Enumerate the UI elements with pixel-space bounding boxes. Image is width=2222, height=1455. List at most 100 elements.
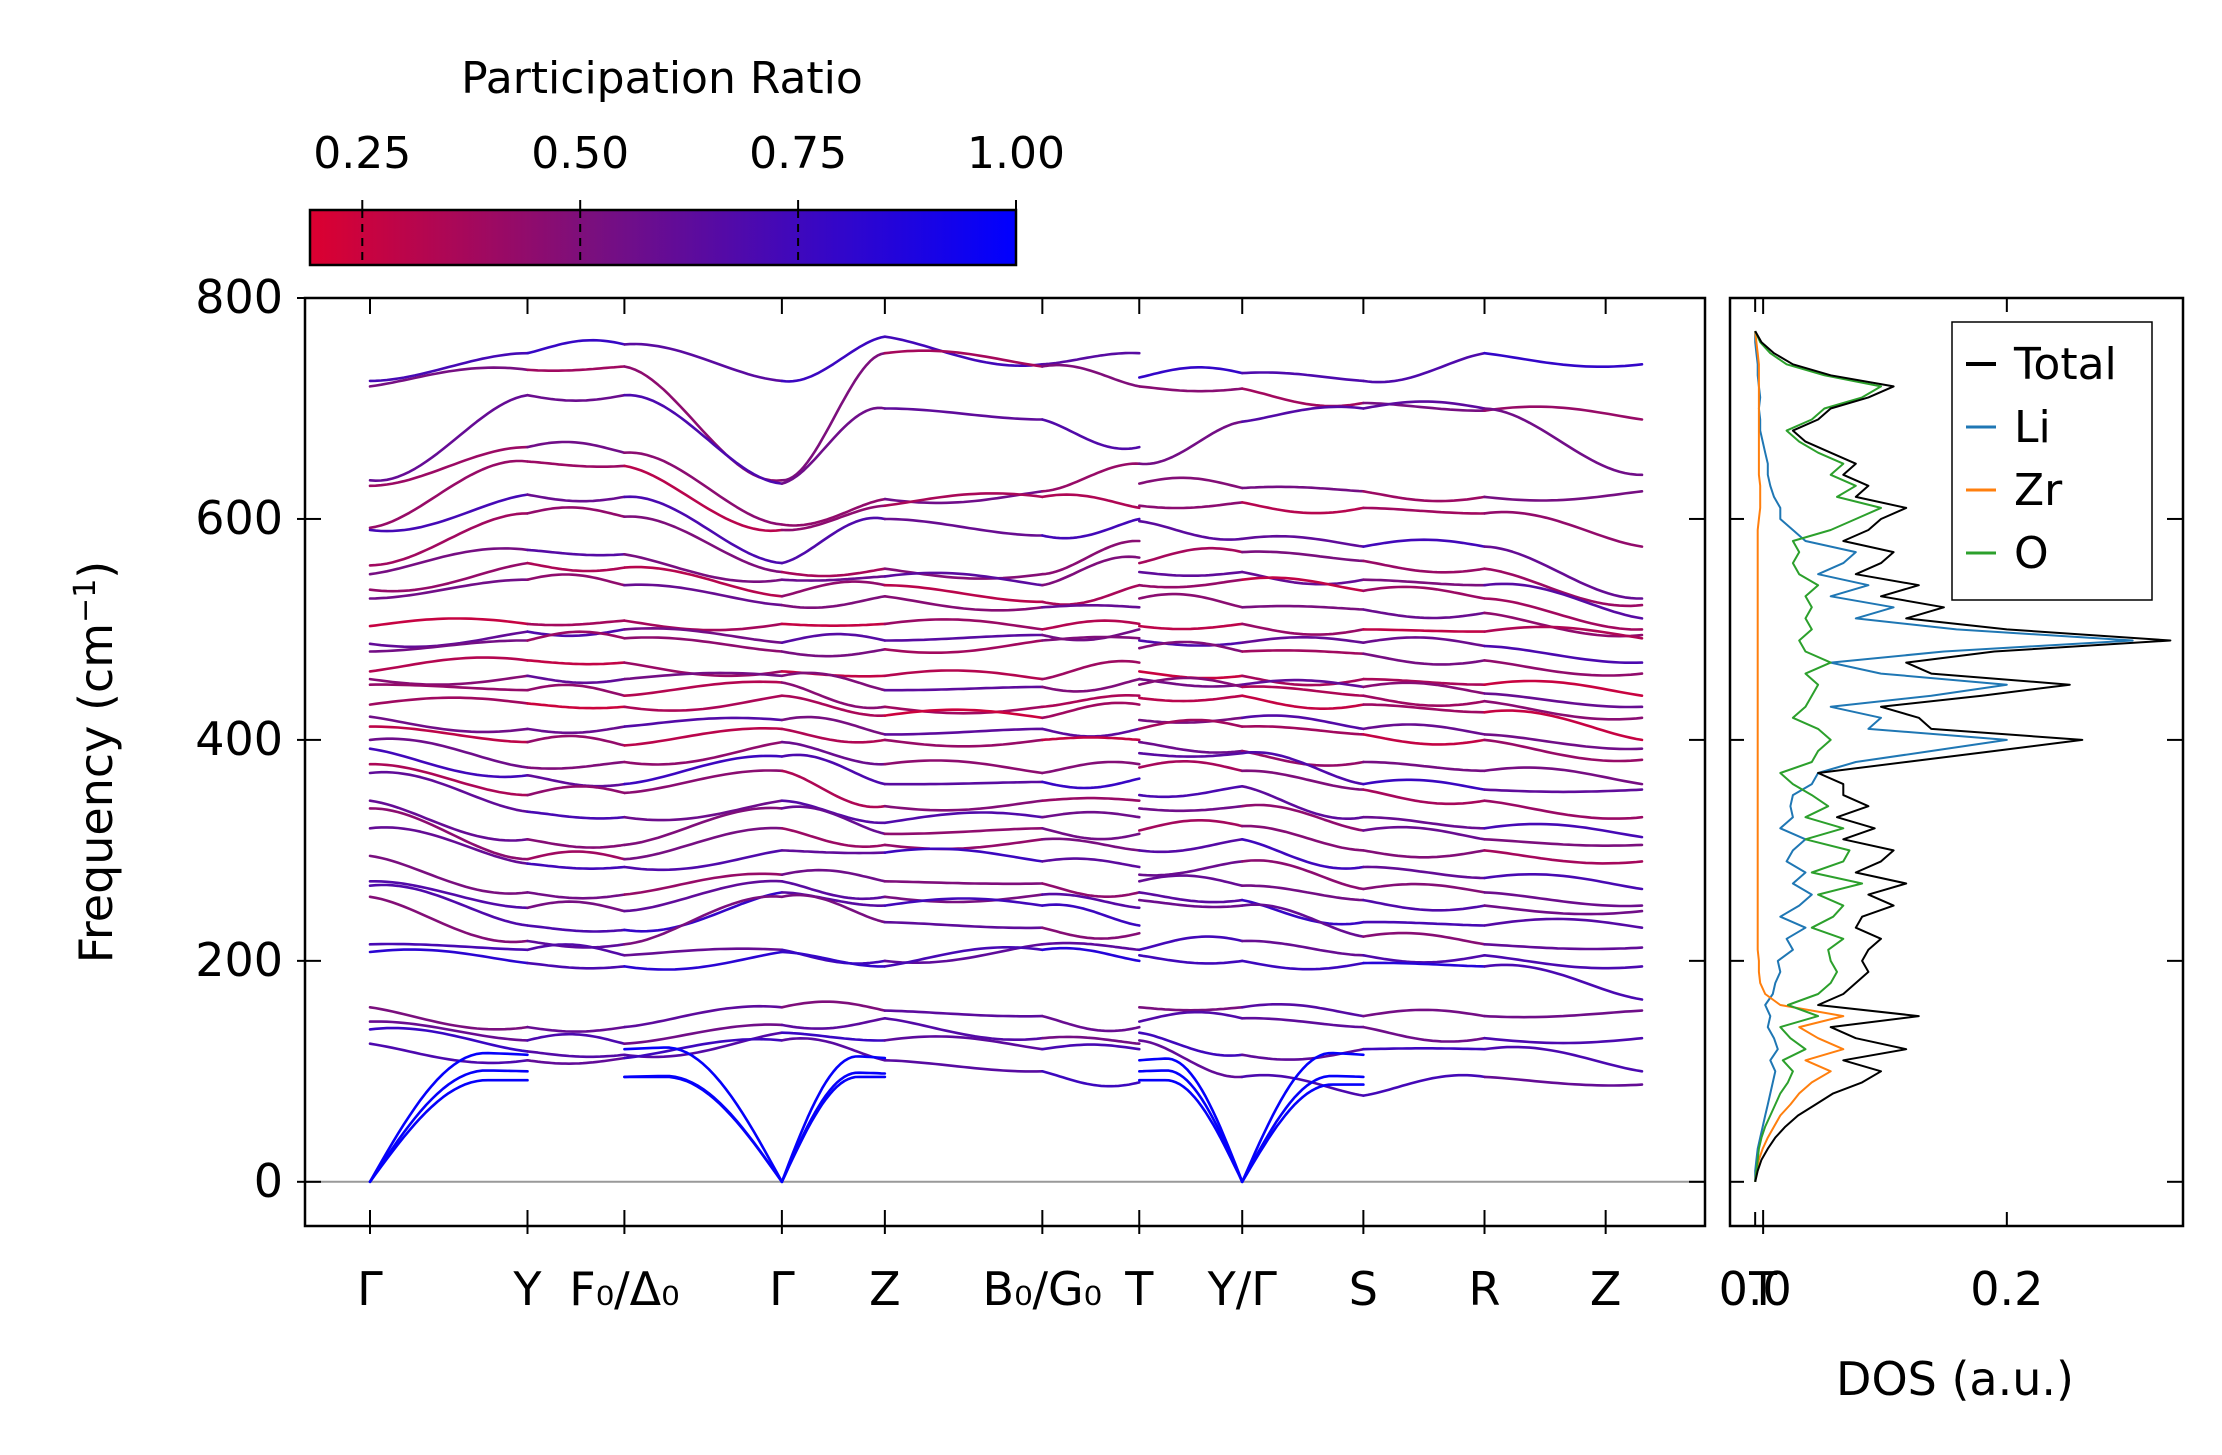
phonon-band xyxy=(1362,652,1486,666)
phonon-band xyxy=(1138,570,1244,577)
phonon-band xyxy=(1240,751,1365,786)
phonon-band xyxy=(368,799,529,842)
phonon-band xyxy=(780,351,887,482)
phonon-band xyxy=(780,567,887,578)
dos-x-axis-label: DOS (a.u.) xyxy=(1836,1352,2074,1406)
phonon-band xyxy=(368,826,529,865)
phonon-band xyxy=(1138,640,1244,653)
y-axis-ticks: 0 200 400 600 800 xyxy=(195,270,1705,1208)
phonon-band xyxy=(780,1037,887,1062)
phonon-band xyxy=(526,1032,626,1045)
phonon-band xyxy=(368,1006,529,1031)
phonon-band xyxy=(526,961,626,970)
phonon-band xyxy=(1240,694,1365,710)
phonon-band xyxy=(1483,799,1644,820)
phonon-band xyxy=(883,759,1044,775)
phonon-band xyxy=(623,451,784,526)
phonon-band xyxy=(883,838,1044,851)
phonon-band xyxy=(780,880,887,901)
phonon-band xyxy=(368,895,529,944)
phonon-band xyxy=(1483,873,1644,891)
phonon-band xyxy=(883,811,1044,825)
phonon-band xyxy=(1362,694,1486,707)
legend-label: Li xyxy=(2014,402,2051,453)
phonon-band xyxy=(1362,559,1486,574)
phonon-band xyxy=(368,1042,529,1065)
phonon-band xyxy=(1483,822,1644,839)
phonon-band xyxy=(1483,545,1644,600)
legend-label: Total xyxy=(2013,339,2117,390)
colorbar-tick-label: 0.75 xyxy=(749,128,847,179)
phonon-band xyxy=(1041,857,1141,869)
acoustic-band xyxy=(1138,1069,1244,1184)
phonon-band xyxy=(883,897,1044,907)
phonon-band xyxy=(883,893,1044,904)
phonon-band xyxy=(368,747,529,779)
colorbar-tick-label: 0.50 xyxy=(531,128,629,179)
phonon-band xyxy=(1138,838,1244,854)
phonon-band xyxy=(883,669,1044,681)
phonon-band xyxy=(526,1050,626,1059)
phonon-band xyxy=(1138,694,1244,703)
phonon-band xyxy=(526,659,626,666)
dos-frame xyxy=(1728,296,2185,1228)
phonon-band xyxy=(368,459,529,530)
phonon-band xyxy=(1240,371,1365,383)
phonon-band xyxy=(368,948,529,965)
phonon-band xyxy=(780,648,887,658)
phonon-band xyxy=(1041,493,1141,510)
phonon-band xyxy=(780,799,887,825)
phonon-band xyxy=(623,365,784,482)
phonon-band xyxy=(1483,567,1644,608)
phonon-band xyxy=(526,760,626,770)
phonon-band xyxy=(623,515,784,574)
phonon-band xyxy=(1041,351,1141,366)
phonon-band xyxy=(780,740,887,766)
phonon-band xyxy=(1483,351,1644,368)
phonon-band xyxy=(368,737,529,769)
phonon-band xyxy=(623,754,784,786)
phonon-band xyxy=(1138,676,1244,689)
phonon-band xyxy=(1240,1016,1365,1029)
phonon-band xyxy=(780,595,887,609)
phonon-band xyxy=(1041,882,1141,898)
phonon-band xyxy=(1362,788,1486,806)
phonon-band xyxy=(883,633,1044,642)
k-point-label: Γ xyxy=(357,1262,383,1316)
phonon-band xyxy=(1362,931,1486,946)
phonon-band xyxy=(883,407,1044,421)
phonon-band xyxy=(368,617,529,628)
phonon-band xyxy=(1138,935,1244,952)
phonon-band xyxy=(883,738,1044,748)
phonon-band xyxy=(368,393,529,482)
phonon-band xyxy=(1240,570,1365,586)
phonon-band xyxy=(1483,963,1644,1001)
phonon-band xyxy=(1041,1070,1141,1088)
phonon-band xyxy=(1041,837,1141,852)
dos-panel: 0.0 0.2 DOS (a.u.) Total Li Zr O xyxy=(1719,296,2185,1406)
phonon-band xyxy=(1041,903,1141,927)
phonon-band xyxy=(780,827,887,848)
phonon-band xyxy=(1240,725,1365,736)
phonon-band xyxy=(623,636,784,653)
phonon-band xyxy=(780,575,887,582)
dos-x-tick-label: 0.0 xyxy=(1719,1262,1792,1316)
phonon-band xyxy=(623,1004,784,1029)
phonon-band xyxy=(526,774,626,788)
phonon-band xyxy=(1483,733,1644,751)
y-tick-label: 600 xyxy=(195,491,283,545)
acoustic-band xyxy=(623,1046,784,1184)
phonon-band xyxy=(1138,366,1244,379)
phonon-band xyxy=(526,939,626,949)
phonon-band xyxy=(1483,738,1644,763)
phonon-band xyxy=(1138,592,1244,609)
phonon-band xyxy=(368,725,529,744)
phonon-band xyxy=(780,950,887,968)
phonon-band xyxy=(1240,678,1365,689)
phonon-band xyxy=(1041,796,1141,802)
phonon-band xyxy=(780,727,887,744)
phonon-band xyxy=(368,880,529,910)
phonon-band xyxy=(1041,1035,1141,1045)
phonon-band xyxy=(883,920,1044,930)
phonon-band xyxy=(623,950,784,971)
